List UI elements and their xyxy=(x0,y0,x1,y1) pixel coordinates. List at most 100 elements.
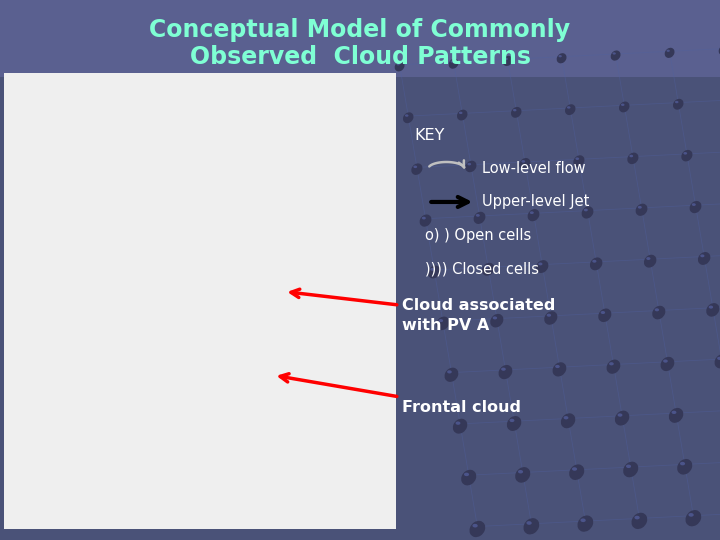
Text: Conceptual Model of Commonly: Conceptual Model of Commonly xyxy=(150,18,570,42)
Ellipse shape xyxy=(708,306,713,309)
Ellipse shape xyxy=(615,410,629,426)
Ellipse shape xyxy=(626,464,631,468)
Ellipse shape xyxy=(685,510,701,526)
Ellipse shape xyxy=(507,416,521,431)
Ellipse shape xyxy=(501,368,505,371)
Ellipse shape xyxy=(654,308,659,312)
Ellipse shape xyxy=(575,158,579,160)
Ellipse shape xyxy=(395,61,405,71)
Ellipse shape xyxy=(678,459,692,475)
Ellipse shape xyxy=(456,421,460,425)
Ellipse shape xyxy=(513,109,516,111)
Ellipse shape xyxy=(544,311,557,325)
Ellipse shape xyxy=(431,268,434,271)
Ellipse shape xyxy=(665,48,675,58)
Ellipse shape xyxy=(449,58,459,69)
Ellipse shape xyxy=(613,52,616,55)
Ellipse shape xyxy=(627,153,639,164)
Ellipse shape xyxy=(572,467,577,471)
Ellipse shape xyxy=(552,362,567,376)
Ellipse shape xyxy=(465,161,477,172)
Ellipse shape xyxy=(618,413,622,417)
Ellipse shape xyxy=(600,311,605,314)
Ellipse shape xyxy=(557,53,567,63)
Ellipse shape xyxy=(438,319,443,322)
Ellipse shape xyxy=(459,112,462,114)
Ellipse shape xyxy=(680,462,685,465)
Text: Cloud associated
with PV A: Cloud associated with PV A xyxy=(402,299,555,333)
Ellipse shape xyxy=(474,212,485,224)
Ellipse shape xyxy=(397,63,400,65)
Ellipse shape xyxy=(451,60,454,63)
Ellipse shape xyxy=(606,360,621,374)
Ellipse shape xyxy=(634,516,640,519)
Ellipse shape xyxy=(636,204,647,216)
Ellipse shape xyxy=(672,410,676,414)
Ellipse shape xyxy=(631,513,647,529)
Ellipse shape xyxy=(469,521,485,537)
Ellipse shape xyxy=(436,316,449,330)
Ellipse shape xyxy=(565,104,575,115)
Ellipse shape xyxy=(467,163,471,165)
Ellipse shape xyxy=(698,252,711,265)
Text: Frontal cloud: Frontal cloud xyxy=(402,400,521,415)
Ellipse shape xyxy=(570,464,584,480)
Ellipse shape xyxy=(498,365,513,379)
Ellipse shape xyxy=(582,206,593,219)
Ellipse shape xyxy=(673,99,683,110)
Ellipse shape xyxy=(503,56,513,66)
Ellipse shape xyxy=(692,203,696,206)
Ellipse shape xyxy=(717,357,720,360)
Ellipse shape xyxy=(688,513,694,517)
Ellipse shape xyxy=(476,214,480,217)
Ellipse shape xyxy=(523,518,539,535)
Ellipse shape xyxy=(403,112,413,123)
Ellipse shape xyxy=(675,101,678,103)
Ellipse shape xyxy=(444,368,459,382)
Ellipse shape xyxy=(447,370,451,374)
Ellipse shape xyxy=(644,255,657,268)
Ellipse shape xyxy=(629,155,633,157)
Text: Upper-level Jet: Upper-level Jet xyxy=(482,194,590,210)
Ellipse shape xyxy=(647,257,650,260)
Ellipse shape xyxy=(526,521,532,525)
Ellipse shape xyxy=(411,164,423,175)
Ellipse shape xyxy=(669,408,683,423)
Ellipse shape xyxy=(413,166,417,168)
Ellipse shape xyxy=(667,50,670,52)
Ellipse shape xyxy=(701,254,704,257)
Ellipse shape xyxy=(598,308,611,322)
Ellipse shape xyxy=(492,316,497,320)
Ellipse shape xyxy=(559,55,562,57)
Ellipse shape xyxy=(422,217,426,219)
Text: o) ) Open cells: o) ) Open cells xyxy=(425,228,531,243)
Ellipse shape xyxy=(521,160,525,163)
Ellipse shape xyxy=(485,265,488,268)
Ellipse shape xyxy=(624,462,638,477)
Ellipse shape xyxy=(660,357,675,371)
Ellipse shape xyxy=(539,262,542,265)
Ellipse shape xyxy=(681,150,693,161)
Text: Observed  Cloud Patterns: Observed Cloud Patterns xyxy=(189,45,531,69)
Ellipse shape xyxy=(518,470,523,474)
Ellipse shape xyxy=(638,206,642,208)
Ellipse shape xyxy=(564,416,568,420)
Ellipse shape xyxy=(505,58,508,60)
Ellipse shape xyxy=(573,156,585,167)
Bar xyxy=(0,0,720,77)
Ellipse shape xyxy=(593,260,596,262)
Ellipse shape xyxy=(683,152,687,154)
Ellipse shape xyxy=(528,209,539,221)
Ellipse shape xyxy=(519,158,531,170)
Ellipse shape xyxy=(462,470,476,485)
Ellipse shape xyxy=(719,45,720,55)
Ellipse shape xyxy=(453,418,467,434)
Ellipse shape xyxy=(464,472,469,476)
Ellipse shape xyxy=(546,314,551,317)
Ellipse shape xyxy=(482,263,495,276)
Ellipse shape xyxy=(619,102,629,112)
Ellipse shape xyxy=(511,107,521,118)
Ellipse shape xyxy=(510,418,514,422)
Text: KEY: KEY xyxy=(414,127,444,143)
Ellipse shape xyxy=(567,106,570,109)
